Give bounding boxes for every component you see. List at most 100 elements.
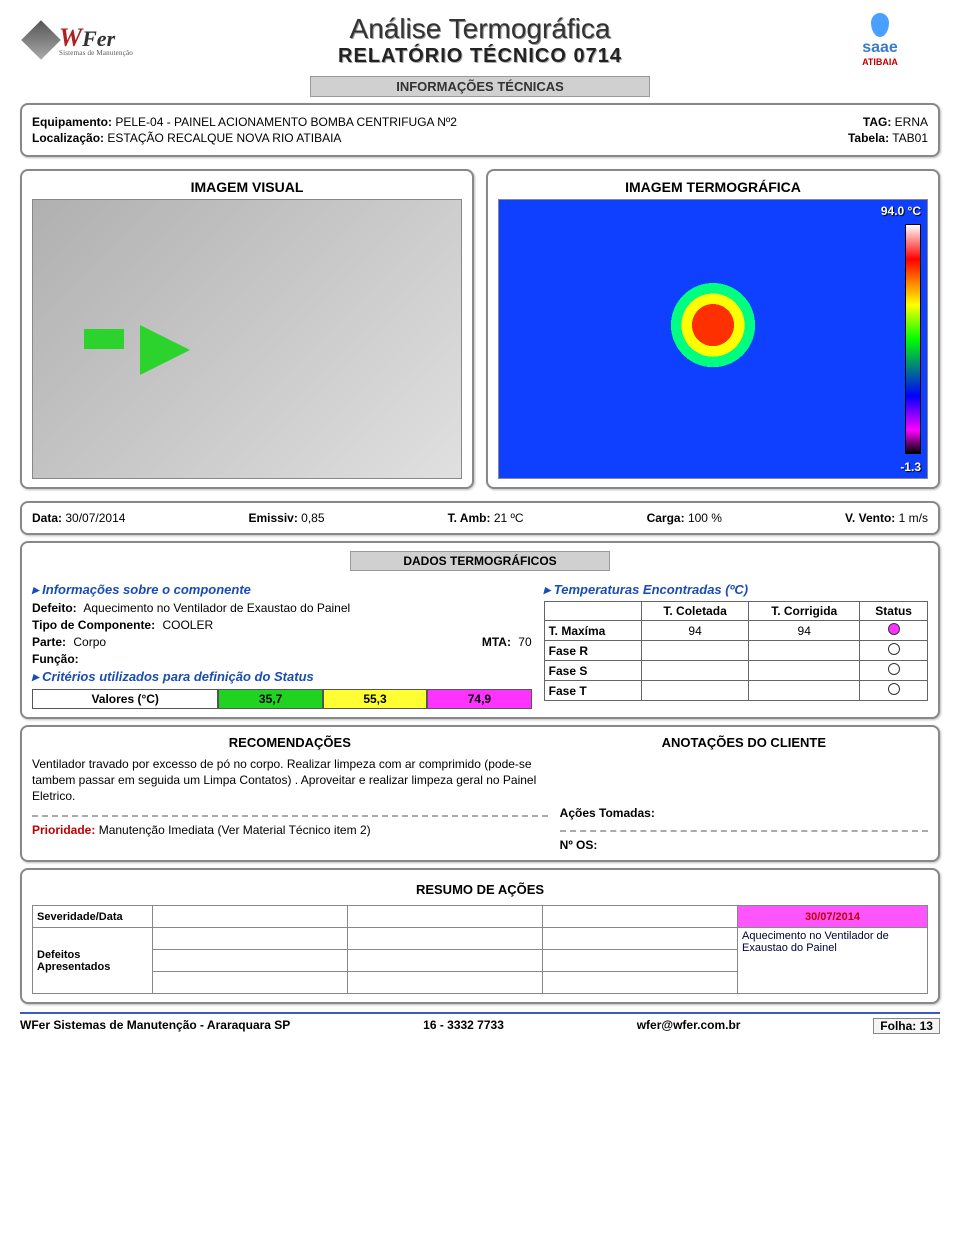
amb-value: 21 ºC: [494, 511, 524, 525]
panel-dados: DADOS TERMOGRÁFICOS Informações sobre o …: [20, 541, 940, 719]
dashed-separator: [560, 830, 928, 832]
criterios-bar: Valores (°C) 35,7 55,3 74,9: [32, 689, 532, 709]
panel-rec: RECOMENDAÇÕES Ventilador travado por exc…: [20, 725, 940, 862]
os-label: Nº OS:: [560, 838, 928, 852]
visual-image: [32, 199, 462, 479]
row-col-1: [641, 641, 748, 661]
thermal-scale-icon: [905, 224, 921, 454]
arrow-head-icon: [140, 325, 190, 375]
rec-title: RECOMENDAÇÕES: [32, 735, 548, 750]
title-main: Análise Termográfica: [140, 13, 820, 45]
prioridade-label: Prioridade:: [32, 823, 95, 837]
panel-resumo: RESUMO DE AÇÕES Severidade/Data 30/07/20…: [20, 868, 940, 1004]
emissiv-value: 0,85: [301, 511, 324, 525]
dashed-separator: [32, 815, 548, 817]
panel-databar: Data: 30/07/2014 Emissiv: 0,85 T. Amb: 2…: [20, 501, 940, 535]
logo-saae: saae ATIBAIA: [820, 10, 940, 70]
th-blank: [544, 602, 641, 621]
equip-value: PELE-04 - PAINEL ACIONAMENTO BOMBA CENTR…: [115, 115, 457, 129]
resumo-blank: [153, 906, 348, 928]
resumo-def-text: Aquecimento no Ventilador de Exaustao do…: [738, 928, 928, 994]
resumo-date: 30/07/2014: [738, 906, 928, 928]
local-label: Localização:: [32, 131, 104, 145]
tag-label: TAG:: [863, 115, 891, 129]
vento-value: 1 m/s: [899, 511, 928, 525]
wfer-diamond-icon: [21, 20, 61, 60]
parte-label: Parte:: [32, 635, 66, 649]
table-row: Fase S: [544, 661, 927, 681]
resumo-title: RESUMO DE AÇÕES: [32, 882, 928, 897]
rec-text: Ventilador travado por excesso de pó no …: [32, 756, 548, 805]
th-corrigida: T. Corrigida: [749, 602, 860, 621]
row-label-3: Fase T: [544, 681, 641, 701]
footer-phone: 16 - 3332 7733: [423, 1018, 504, 1034]
criterios-title: Critérios utilizados para definição do S…: [32, 669, 532, 685]
row-col-2: [641, 661, 748, 681]
carga-label: Carga:: [647, 511, 685, 525]
resumo-blank: [348, 906, 543, 928]
tipo-label: Tipo de Componente:: [32, 618, 155, 632]
table-row: Fase R: [544, 641, 927, 661]
status-dot-icon: [888, 623, 900, 635]
status-dot-icon: [888, 643, 900, 655]
def-label: Defeitos Apresentados: [33, 928, 153, 994]
data-label: Data:: [32, 511, 62, 525]
wfer-fer: Fer: [82, 26, 115, 51]
status-dot-icon: [888, 683, 900, 695]
logo-wfer: WFer Sistemas de Manutenção: [20, 10, 140, 70]
resumo-blank: [153, 928, 348, 950]
th-coletada: T. Coletada: [641, 602, 748, 621]
panel-visual: IMAGEM VISUAL: [20, 169, 474, 489]
equip-label: Equipamento:: [32, 115, 112, 129]
row-cor-3: [749, 681, 860, 701]
panel-thermal: IMAGEM TERMOGRÁFICA 94.0 °C -1.3: [486, 169, 940, 489]
tipo-value: COOLER: [162, 618, 213, 632]
tabela-value: TAB01: [892, 131, 928, 145]
mta-value: 70: [518, 635, 531, 649]
threshold-green: 35,7: [218, 689, 322, 709]
resumo-blank: [348, 928, 543, 950]
vento-label: V. Vento:: [845, 511, 895, 525]
defeito-value: Aquecimento no Ventilador de Exaustao do…: [83, 601, 350, 615]
saae-name: saae: [862, 39, 898, 57]
anot-title: ANOTAÇÕES DO CLIENTE: [560, 735, 928, 750]
th-status: Status: [860, 602, 928, 621]
thermal-title: IMAGEM TERMOGRÁFICA: [498, 179, 928, 195]
tabela-label: Tabela:: [848, 131, 889, 145]
parte-value: Corpo: [73, 635, 106, 649]
row-col-0: 94: [641, 621, 748, 641]
title-sub: RELATÓRIO TÉCNICO 0714: [140, 45, 820, 68]
visual-title: IMAGEM VISUAL: [32, 179, 462, 195]
acoes-label: Ações Tomadas:: [560, 806, 928, 820]
tag-value: ERNA: [895, 115, 928, 129]
temp-min: -1.3: [900, 460, 921, 474]
section-info-tecnicas: INFORMAÇÕES TÉCNICAS: [310, 76, 650, 97]
temp-max: 94.0 °C: [881, 204, 921, 218]
table-row: Fase T: [544, 681, 927, 701]
threshold-magenta: 74,9: [427, 689, 531, 709]
row-cor-1: [749, 641, 860, 661]
arrow-indicator-icon: [84, 329, 124, 349]
amb-label: T. Amb:: [448, 511, 491, 525]
wfer-w: W: [59, 23, 82, 52]
folha-label: Folha:: [880, 1019, 916, 1033]
emissiv-label: Emissiv:: [248, 511, 297, 525]
info-comp-title: Informações sobre o componente: [32, 582, 532, 598]
dados-section-title: DADOS TERMOGRÁFICOS: [350, 551, 610, 571]
saae-city: ATIBAIA: [862, 57, 898, 67]
data-value: 30/07/2014: [65, 511, 125, 525]
row-label-2: Fase S: [544, 661, 641, 681]
row-col-3: [641, 681, 748, 701]
resumo-table: Severidade/Data 30/07/2014 Defeitos Apre…: [32, 905, 928, 994]
temps-title: Temperaturas Encontradas (ºC): [544, 582, 928, 598]
row-label-0: T. Maxíma: [544, 621, 641, 641]
thermal-image: 94.0 °C -1.3: [498, 199, 928, 479]
footer-email: wfer@wfer.com.br: [637, 1018, 741, 1034]
mta-label: MTA:: [482, 635, 511, 649]
resumo-blank: [543, 928, 738, 950]
local-value: ESTAÇÃO RECALQUE NOVA RIO ATIBAIA: [107, 131, 341, 145]
folha-value: 13: [920, 1019, 933, 1033]
funcao-label: Função:: [32, 652, 79, 666]
valores-label: Valores (°C): [32, 689, 218, 709]
prioridade-value: Manutenção Imediata (Ver Material Técnic…: [99, 823, 371, 837]
